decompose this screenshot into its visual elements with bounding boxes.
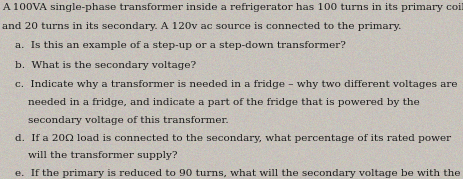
Text: and 20 turns in its secondary. A 120v ac source is connected to the primary.: and 20 turns in its secondary. A 120v ac…: [2, 22, 401, 31]
Text: e.  If the primary is reduced to 90 turns, what will the secondary voltage be wi: e. If the primary is reduced to 90 turns…: [2, 169, 460, 178]
Text: secondary voltage of this transformer.: secondary voltage of this transformer.: [2, 116, 228, 125]
Text: b.  What is the secondary voltage?: b. What is the secondary voltage?: [2, 61, 196, 69]
Text: c.  Indicate why a transformer is needed in a fridge – why two different voltage: c. Indicate why a transformer is needed …: [2, 80, 457, 89]
Text: will the transformer supply?: will the transformer supply?: [2, 151, 177, 160]
Text: a.  Is this an example of a step-up or a step-down transformer?: a. Is this an example of a step-up or a …: [2, 41, 345, 50]
Text: A 100VA single-phase transformer inside a refrigerator has 100 turns in its prim: A 100VA single-phase transformer inside …: [2, 3, 463, 12]
Text: d.  If a 20Ω load is connected to the secondary, what percentage of its rated po: d. If a 20Ω load is connected to the sec…: [2, 134, 450, 142]
Text: needed in a fridge, and indicate a part of the fridge that is powered by the: needed in a fridge, and indicate a part …: [2, 98, 419, 107]
